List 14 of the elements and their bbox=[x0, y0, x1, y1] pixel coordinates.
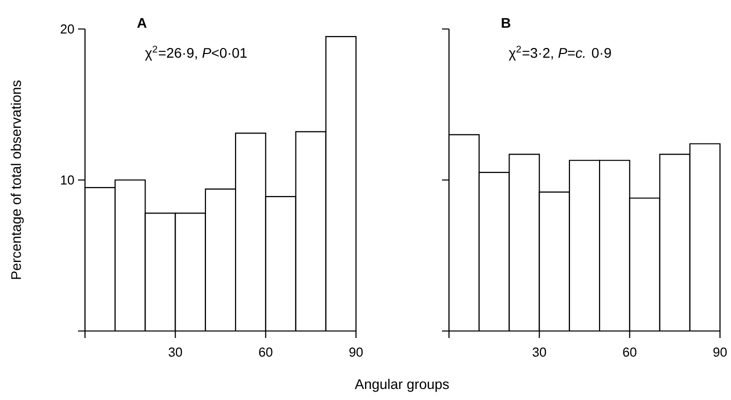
x-tick-label: 30 bbox=[532, 348, 546, 357]
y-tick-label: 20 bbox=[60, 24, 74, 34]
x-tick-label: 90 bbox=[349, 348, 363, 357]
x-tick-label: 30 bbox=[168, 348, 182, 357]
x-tick-label: 60 bbox=[259, 348, 272, 357]
chart-title: A bbox=[137, 18, 147, 28]
y-tick-label: 10 bbox=[61, 175, 74, 185]
annotation: χ$^{2}$=3·2, P=c. 0·9 bbox=[508, 46, 611, 61]
x-axis-title: Angular groups bbox=[354, 378, 449, 392]
y-axis-title: Percentage of total observations bbox=[10, 80, 24, 279]
x-tick-label: 60 bbox=[623, 348, 636, 357]
chart-title: B bbox=[502, 18, 510, 28]
x-tick-label: 90 bbox=[713, 348, 727, 357]
annotation: χ$^{2}$=26·9, P<0·01 bbox=[145, 46, 247, 61]
